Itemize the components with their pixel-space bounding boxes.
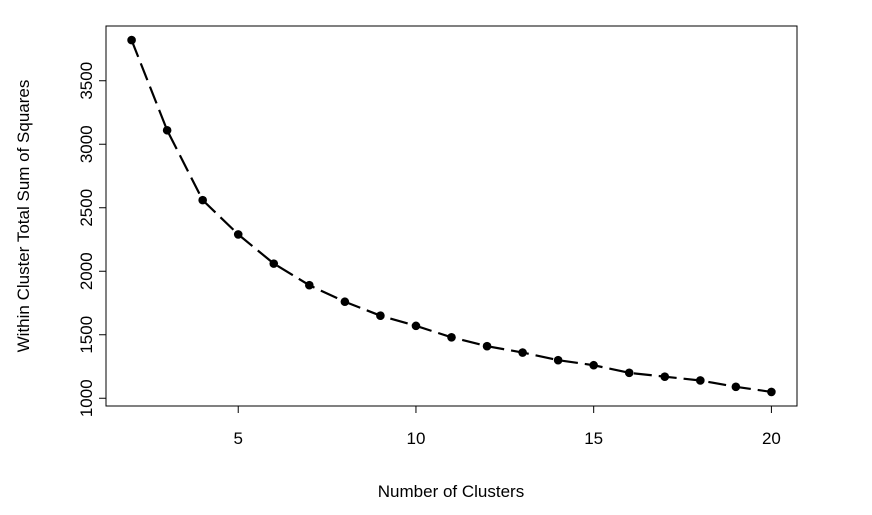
data-point <box>198 195 207 205</box>
y-axis-label: Within Cluster Total Sum of Squares <box>14 80 33 353</box>
y-tick-label: 2500 <box>77 189 96 227</box>
data-point <box>162 125 172 135</box>
data-point <box>376 311 385 320</box>
x-tick-label: 20 <box>762 429 781 448</box>
data-point <box>340 297 350 307</box>
data-point <box>553 355 563 365</box>
data-point <box>731 382 741 392</box>
y-tick-label: 1000 <box>77 379 96 417</box>
data-point <box>305 280 314 290</box>
y-tick-label: 3000 <box>77 125 96 163</box>
data-point <box>127 35 136 45</box>
y-tick-label: 2000 <box>77 252 96 290</box>
data-point <box>233 230 243 239</box>
data-point <box>518 348 527 357</box>
data-point <box>624 368 634 378</box>
data-point <box>767 387 776 397</box>
data-point <box>411 321 421 331</box>
data-point <box>660 372 670 381</box>
data-point <box>696 376 705 385</box>
y-tick-label: 3500 <box>77 62 96 100</box>
data-point <box>447 332 456 342</box>
data-point <box>269 259 279 268</box>
x-tick-label: 10 <box>406 429 425 448</box>
x-tick-label: 15 <box>584 429 603 448</box>
x-axis-label: Number of Clusters <box>378 482 524 501</box>
data-point <box>482 341 492 351</box>
plot-box <box>105 25 798 407</box>
y-tick-label: 1500 <box>77 316 96 354</box>
x-tick-label: 5 <box>233 429 242 448</box>
data-point <box>589 360 598 370</box>
